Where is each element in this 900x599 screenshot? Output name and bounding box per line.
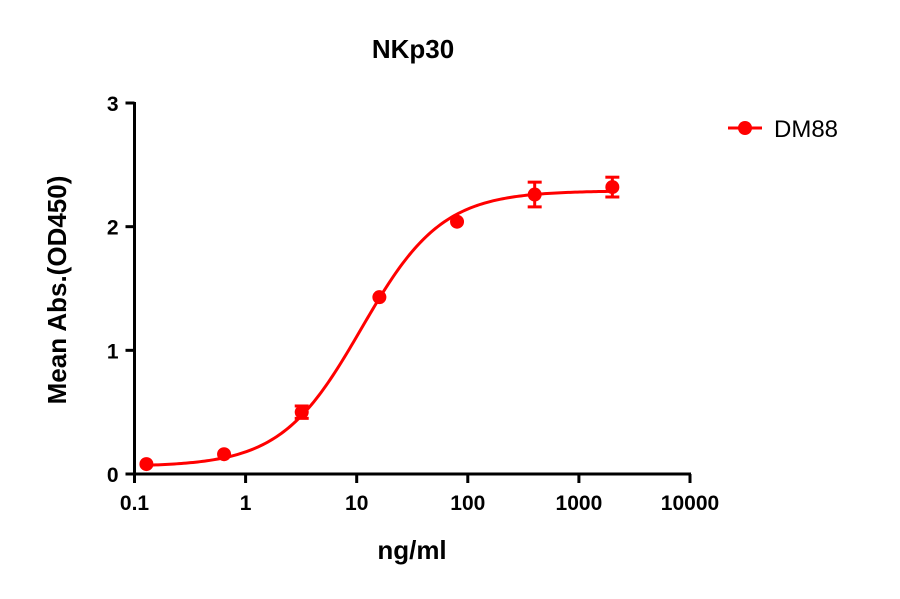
- axes: 0.1 1 10 100 1000 10000 0 1 2 3: [107, 93, 719, 515]
- y-tick-label: 1: [107, 340, 119, 363]
- x-tick-label: 10000: [661, 492, 719, 515]
- data-point: [217, 447, 232, 462]
- x-tick-label: 1000: [556, 492, 603, 515]
- x-tick-label: 1: [240, 492, 252, 515]
- y-tick-label: 0: [107, 464, 119, 487]
- x-tick-label: 0.1: [120, 492, 150, 515]
- y-tick-label: 3: [107, 93, 119, 116]
- x-tick-label: 100: [450, 492, 485, 515]
- x-axis-label: ng/ml: [377, 535, 446, 565]
- plot-area: [139, 175, 620, 472]
- legend: DM88: [728, 116, 838, 143]
- y-tick-label: 2: [107, 217, 119, 240]
- y-axis-label: Mean Abs.(OD450): [42, 176, 72, 405]
- data-point: [450, 214, 465, 229]
- data-point: [372, 290, 387, 305]
- legend-marker: [738, 121, 752, 135]
- x-tick-label: 10: [345, 492, 368, 515]
- data-point: [139, 457, 154, 472]
- data-point: [527, 187, 542, 202]
- data-point: [605, 180, 620, 195]
- data-point: [294, 405, 309, 420]
- chart-title: NKp30: [372, 34, 454, 64]
- legend-label: DM88: [774, 116, 838, 143]
- fit-curve: [146, 189, 613, 467]
